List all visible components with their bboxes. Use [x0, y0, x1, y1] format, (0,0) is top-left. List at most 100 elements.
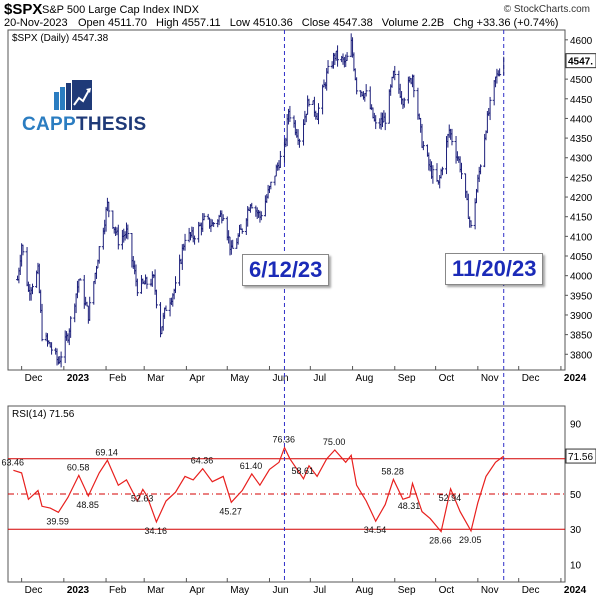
price-x-tick-label: Apr: [189, 373, 205, 384]
rsi-value-label: 64.36: [191, 456, 214, 466]
price-y-tick-label: 4050: [570, 252, 593, 263]
annotation-june-12: 6/12/23: [242, 254, 330, 286]
rsi-value-label: 34.54: [364, 525, 387, 535]
capp-thesis-logo-icon: [54, 80, 92, 110]
price-y-tick-label: 3800: [570, 350, 593, 361]
index-full-name: S&P 500 Large Cap Index INDX: [42, 4, 199, 16]
rsi-y-tick-label: 10: [570, 560, 582, 571]
price-x-tick-label: Dec: [522, 373, 540, 384]
price-y-tick-label: 3850: [570, 331, 593, 342]
ticker-symbol: $SPX: [4, 1, 43, 18]
price-last-value-box: [565, 53, 596, 69]
change-value: +33.36 (+0.74%): [476, 17, 559, 29]
rsi-x-tick-label: Jun: [272, 585, 288, 596]
rsi-value-label: 69.14: [95, 447, 118, 457]
rsi-x-tick-label: Oct: [439, 585, 455, 596]
volume-value: 2.2B: [421, 17, 445, 29]
price-x-tick-label: Mar: [147, 373, 165, 384]
rsi-x-tick-label: 2023: [67, 585, 90, 596]
price-y-tick-label: 4600: [570, 36, 593, 47]
rsi-x-tick-label: Aug: [356, 585, 374, 596]
rsi-line: [13, 446, 505, 533]
low-stat: Low 4510.36: [230, 17, 293, 29]
price-panel-frame: [7, 29, 566, 371]
price-y-tick-label: 4100: [570, 232, 593, 243]
high-label: High: [156, 17, 179, 29]
volume-stat: Volume 2.2B: [382, 17, 444, 29]
price-y-tick-label: 4450: [570, 95, 593, 106]
rsi-x-tick-label: Nov: [481, 585, 499, 596]
price-y-tick-label: 3900: [570, 311, 593, 322]
rsi-value-label: 63.46: [1, 457, 24, 467]
rsi-value-label: 45.27: [219, 506, 242, 516]
rsi-value-label: 58.61: [292, 466, 315, 476]
rsi-value-label: 75.00: [323, 437, 346, 447]
open-stat: Open 4511.70: [78, 17, 147, 29]
rsi-x-tick-label: 2024: [564, 585, 587, 596]
exchange-code: INDX: [172, 4, 199, 16]
rsi-value-label: 52.63: [131, 493, 154, 503]
price-y-tick-label: 4200: [570, 193, 593, 204]
price-x-tick-label: Sep: [398, 373, 416, 384]
price-x-tick-label: 2024: [564, 373, 587, 384]
close-value: 4547.38: [332, 17, 373, 29]
rsi-value-label: 48.85: [76, 500, 99, 510]
rsi-x-tick-label: Apr: [189, 585, 205, 596]
price-x-tick-label: Feb: [109, 373, 127, 384]
rsi-value-label: 52.94: [439, 493, 462, 503]
price-x-tick-label: 2023: [67, 373, 90, 384]
copyright-notice: © StockCharts.com: [503, 4, 590, 15]
logo-word-capp: CAPP: [22, 114, 76, 135]
rsi-value-label: 60.58: [67, 462, 90, 472]
price-x-tick-label: Jun: [272, 373, 288, 384]
high-value: 4557.11: [181, 17, 221, 29]
price-y-tick-label: 4000: [570, 272, 593, 283]
low-value: 4510.36: [252, 17, 293, 29]
logo-word-thesis: THESIS: [76, 114, 147, 135]
price-y-tick-label: 4500: [570, 75, 593, 86]
quote-stats: Open 4511.70 High 4557.11 Low 4510.36 Cl…: [78, 17, 564, 29]
high-stat: High 4557.11: [156, 17, 221, 29]
annotation-nov-20: 11/20/23: [445, 253, 544, 285]
rsi-y-tick-label: 90: [570, 420, 582, 431]
price-x-tick-label: Dec: [25, 373, 43, 384]
rsi-x-tick-label: Dec: [25, 585, 43, 596]
price-y-tick-label: 4350: [570, 134, 593, 145]
rsi-value-label: 29.05: [459, 535, 482, 545]
volume-label: Volume: [381, 17, 419, 29]
rsi-value-label: 28.66: [429, 536, 452, 546]
rsi-last-value-label: 71.56: [568, 452, 593, 463]
price-legend: $SPX (Daily) 4547.38: [12, 33, 109, 44]
price-y-tick-label: 4300: [570, 154, 593, 165]
rsi-y-tick-label: 30: [570, 525, 582, 536]
rsi-x-tick-label: Dec: [522, 585, 540, 596]
close-label: Close: [301, 17, 330, 29]
price-x-tick-label: Aug: [356, 373, 374, 384]
open-label: Open: [78, 17, 105, 29]
rsi-value-label: 48.31: [398, 501, 421, 511]
change-label: Chg: [453, 17, 474, 29]
rsi-value-label: 61.40: [240, 461, 263, 471]
rsi-value-label: 76.36: [272, 435, 295, 445]
rsi-x-tick-label: Feb: [109, 585, 127, 596]
price-x-tick-label: Jul: [313, 373, 326, 384]
price-y-tick-label: 4150: [570, 213, 593, 224]
rsi-value-label: 34.16: [144, 526, 167, 536]
rsi-x-tick-label: Jul: [313, 585, 326, 596]
quote-date: 20-Nov-2023: [4, 17, 68, 29]
rsi-x-tick-label: May: [230, 585, 249, 596]
price-x-tick-label: Nov: [481, 373, 499, 384]
change-stat: Chg +33.36 (+0.74%): [453, 17, 558, 29]
price-last-value-label: 4547.: [568, 57, 593, 68]
close-stat: Close 4547.38: [302, 17, 373, 29]
price-y-tick-label: 4250: [570, 173, 593, 184]
open-value: 4511.70: [107, 17, 147, 29]
rsi-legend: RSI(14) 71.56: [12, 409, 75, 420]
price-y-tick-label: 4400: [570, 114, 593, 125]
price-x-tick-label: Oct: [439, 373, 455, 384]
rsi-x-tick-label: Mar: [147, 585, 165, 596]
price-x-tick-label: May: [230, 373, 249, 384]
price-y-tick-label: 3950: [570, 291, 593, 302]
rsi-value-label: 58.28: [381, 466, 404, 476]
